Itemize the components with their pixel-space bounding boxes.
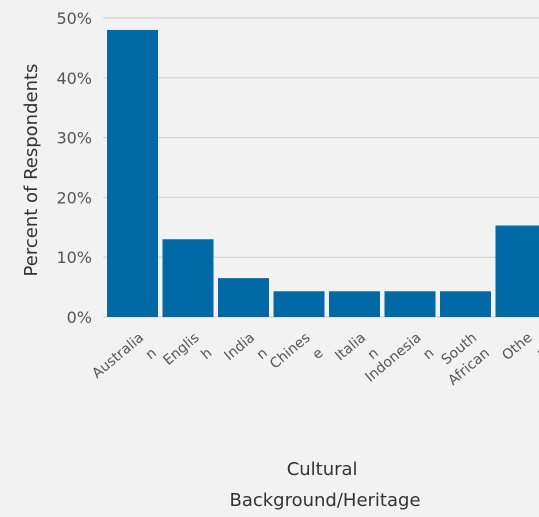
bar xyxy=(384,291,436,317)
x-axis-title-line-1: Cultural xyxy=(287,459,358,480)
y-axis-ticks: 0% 10% 20% 30% 40% 50% xyxy=(56,9,92,327)
x-tick-label-line: India xyxy=(221,330,258,364)
bar xyxy=(107,29,158,318)
bar xyxy=(495,225,539,317)
x-tick-label-line: Australia xyxy=(89,330,147,382)
x-tick-label-line: Chines xyxy=(267,330,314,373)
x-tick-label-line: Othe xyxy=(499,330,535,364)
x-tick-label: Other xyxy=(499,330,539,380)
bar xyxy=(273,291,325,317)
bars xyxy=(107,29,539,318)
y-tick-label: 30% xyxy=(56,129,92,148)
y-tick-label: 50% xyxy=(56,9,92,28)
bar xyxy=(218,278,269,317)
y-axis-title: Percent of Respondents xyxy=(21,64,42,277)
x-tick-label-line: n xyxy=(143,345,160,363)
x-axis-title: Cultural Background/Heritage xyxy=(229,459,420,511)
x-tick-label: Indonesian xyxy=(362,330,437,401)
y-tick-label: 10% xyxy=(56,248,92,267)
x-tick-label-line: e xyxy=(310,345,327,363)
y-tick-label: 40% xyxy=(56,69,92,88)
y-tick-label: 20% xyxy=(56,188,92,207)
x-tick-label-line: Englis xyxy=(160,330,202,369)
bar xyxy=(329,291,380,317)
bar xyxy=(440,291,491,317)
x-tick-label: Australian xyxy=(89,330,160,397)
x-tick-label-line: Italia xyxy=(332,330,369,364)
x-tick-label: Chinese xyxy=(267,330,326,388)
x-axis-title-line-2: Background/Heritage xyxy=(229,490,420,511)
x-tick-label: SouthAfrican xyxy=(432,330,493,389)
bar xyxy=(162,239,214,317)
x-tick-label: English xyxy=(160,330,215,384)
x-tick-label-line: n xyxy=(420,345,437,363)
x-tick-label: Indian xyxy=(221,330,270,380)
y-tick-label: 0% xyxy=(67,308,92,327)
x-tick-label-line: r xyxy=(534,345,539,361)
x-tick-label-line: h xyxy=(198,345,215,363)
